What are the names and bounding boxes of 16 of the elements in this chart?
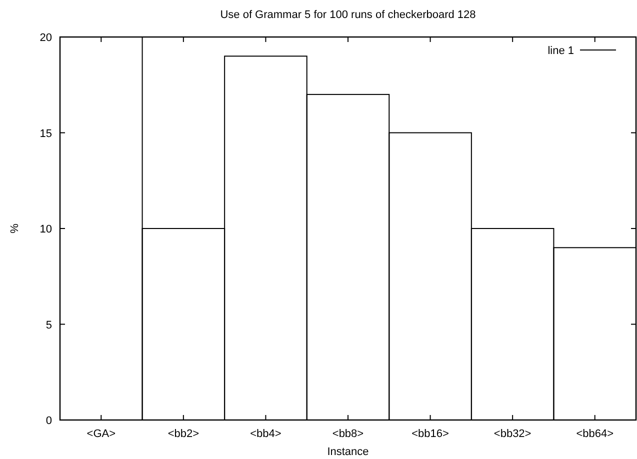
y-tick-label: 0 xyxy=(46,415,52,427)
y-tick-label: 10 xyxy=(40,224,52,236)
chart-title: Use of Grammar 5 for 100 runs of checkerboard 128 xyxy=(220,9,476,21)
x-axis-title: Instance xyxy=(327,446,369,458)
x-tick-label: <GA> xyxy=(86,428,116,440)
y-axis-title: % xyxy=(9,223,21,234)
y-tick-label: 15 xyxy=(40,128,52,140)
x-tick-label: <bb32> xyxy=(494,428,532,440)
x-tick-label: <bb4> xyxy=(250,428,282,440)
x-tick-label: <bb64> xyxy=(576,428,614,440)
x-tick-label: <bb2> xyxy=(168,428,200,440)
x-tick-label: <bb8> xyxy=(332,428,364,440)
y-tick-label: 20 xyxy=(40,32,52,44)
y-tick-label: 5 xyxy=(46,319,52,332)
x-tick-label: <bb16> xyxy=(412,428,449,440)
legend-label: line 1 xyxy=(548,45,574,57)
